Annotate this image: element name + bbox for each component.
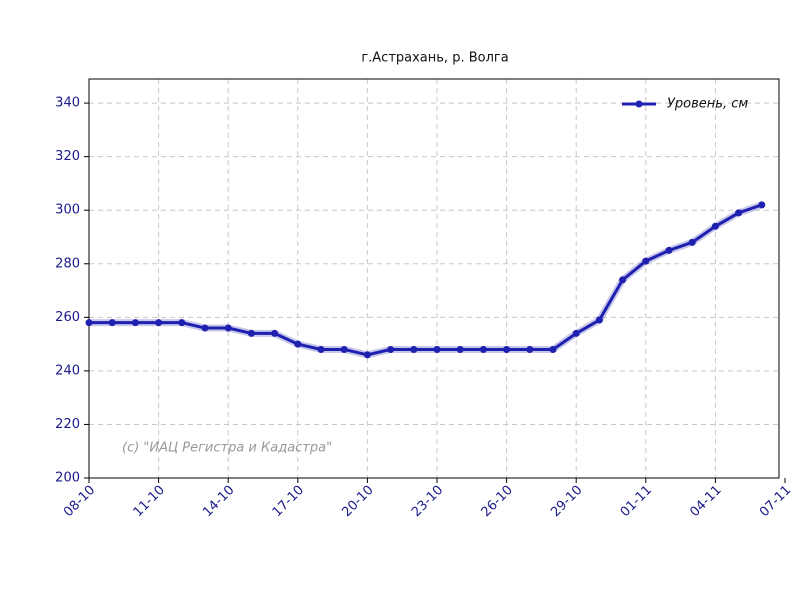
- point: [665, 246, 673, 254]
- x-tick-label: 20-10: [339, 483, 376, 520]
- y-tick-label: 300: [55, 203, 80, 218]
- y-tick-label: 200: [55, 471, 80, 486]
- y-tick-label: 260: [55, 310, 80, 325]
- legend-marker: [635, 100, 643, 108]
- annotation: (с) "ИАЦ Регистра и Кадастра": [122, 441, 332, 456]
- point: [224, 324, 232, 332]
- y-tick-label: 220: [55, 417, 80, 432]
- point: [201, 324, 209, 332]
- point: [131, 319, 139, 327]
- legend-label: Уровень, см: [667, 97, 748, 112]
- x-tick-label: 29-10: [548, 483, 585, 520]
- point: [549, 345, 557, 353]
- point: [363, 351, 371, 359]
- point: [271, 329, 279, 337]
- point: [479, 345, 487, 353]
- x-tick-label: 04-11: [687, 483, 724, 520]
- point: [711, 222, 719, 230]
- y-tick-label: 340: [55, 96, 80, 111]
- point: [735, 209, 743, 217]
- point: [619, 276, 627, 284]
- x-tick-label: 17-10: [270, 483, 307, 520]
- point: [387, 345, 395, 353]
- point: [317, 345, 325, 353]
- point: [433, 345, 441, 353]
- point: [526, 345, 534, 353]
- series-line: [89, 203, 763, 357]
- y-tick-label: 320: [55, 149, 80, 164]
- chart-title: г.Астрахань, р. Волга: [361, 51, 508, 66]
- point: [108, 319, 116, 327]
- point: [294, 340, 302, 348]
- point: [642, 257, 650, 265]
- point: [595, 316, 603, 324]
- point: [688, 238, 696, 246]
- point: [758, 201, 766, 209]
- x-tick-label: 01-11: [618, 483, 655, 520]
- point: [155, 319, 163, 327]
- point: [178, 319, 186, 327]
- y-tick-label: 240: [55, 363, 80, 378]
- x-tick-label: 14-10: [200, 483, 237, 520]
- x-tick-label: 26-10: [479, 483, 516, 520]
- y-tick-label: 280: [55, 256, 80, 271]
- point: [503, 345, 511, 353]
- x-tick-label: 11-10: [131, 483, 168, 520]
- x-tick-label: 23-10: [409, 483, 446, 520]
- point: [456, 345, 464, 353]
- point: [340, 345, 348, 353]
- point: [247, 329, 255, 337]
- plot-area: [89, 79, 779, 478]
- plot-frame: [88, 78, 780, 479]
- x-tick-label: 08-10: [61, 483, 98, 520]
- point: [410, 345, 418, 353]
- point: [572, 329, 580, 337]
- point: [85, 319, 93, 327]
- x-tick-label: 07-11: [757, 483, 794, 520]
